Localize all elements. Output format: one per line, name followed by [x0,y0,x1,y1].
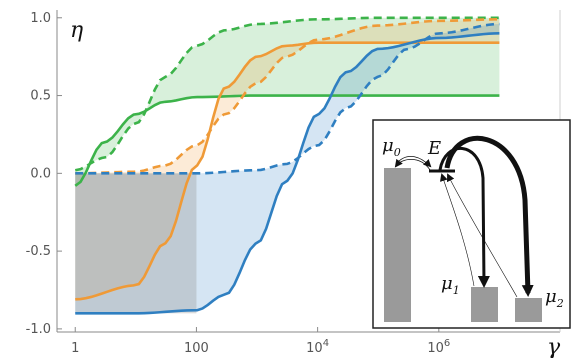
label-mu2: μ2 [545,286,564,310]
y-tick-label: 0.0 [30,166,51,181]
series-blue-dashed [75,22,500,175]
band-blue [75,24,500,314]
bar-mu2 [515,298,542,322]
arrow-mu0-to-E [395,155,432,168]
y-tick-label: 0.5 [30,89,51,104]
series-green-dashed [74,16,500,172]
series-orange-dashed [75,18,500,175]
inset-diagram: μ0 E μ1 μ2 [372,119,571,329]
x-tick-label: 100 [184,341,209,356]
arrow-mu1-to-E [440,173,475,287]
series-layer [74,16,500,315]
arrow-E-to-mu1 [438,146,490,288]
series-orange-solid [75,41,500,301]
y-axis-label: η [70,18,83,43]
band-orange [75,19,500,300]
x-tick-label: 104 [306,338,329,356]
x-axis-label: γ [547,335,561,358]
y-ticks: 1.0 0.5 0.0 -0.5 -1.0 [26,11,62,337]
arrow-mu2-to-E [446,173,518,298]
label-mu0: μ0 [382,135,401,159]
label-mu1: μ1 [441,273,460,297]
label-E: E [427,138,441,159]
arrow-E-to-mu2 [444,135,534,297]
x-tick-label: 1 [71,341,79,356]
bar-mu0 [384,168,411,322]
x-ticks: 1 100 104 106 [71,327,450,356]
y-tick-label: -1.0 [26,322,51,337]
y-tick-label: -0.5 [26,244,51,259]
series-blue-solid [75,32,500,315]
x-tick-label: 106 [427,338,450,356]
bar-mu1 [471,287,498,322]
y-tick-label: 1.0 [30,11,51,26]
gray-region [75,173,197,314]
